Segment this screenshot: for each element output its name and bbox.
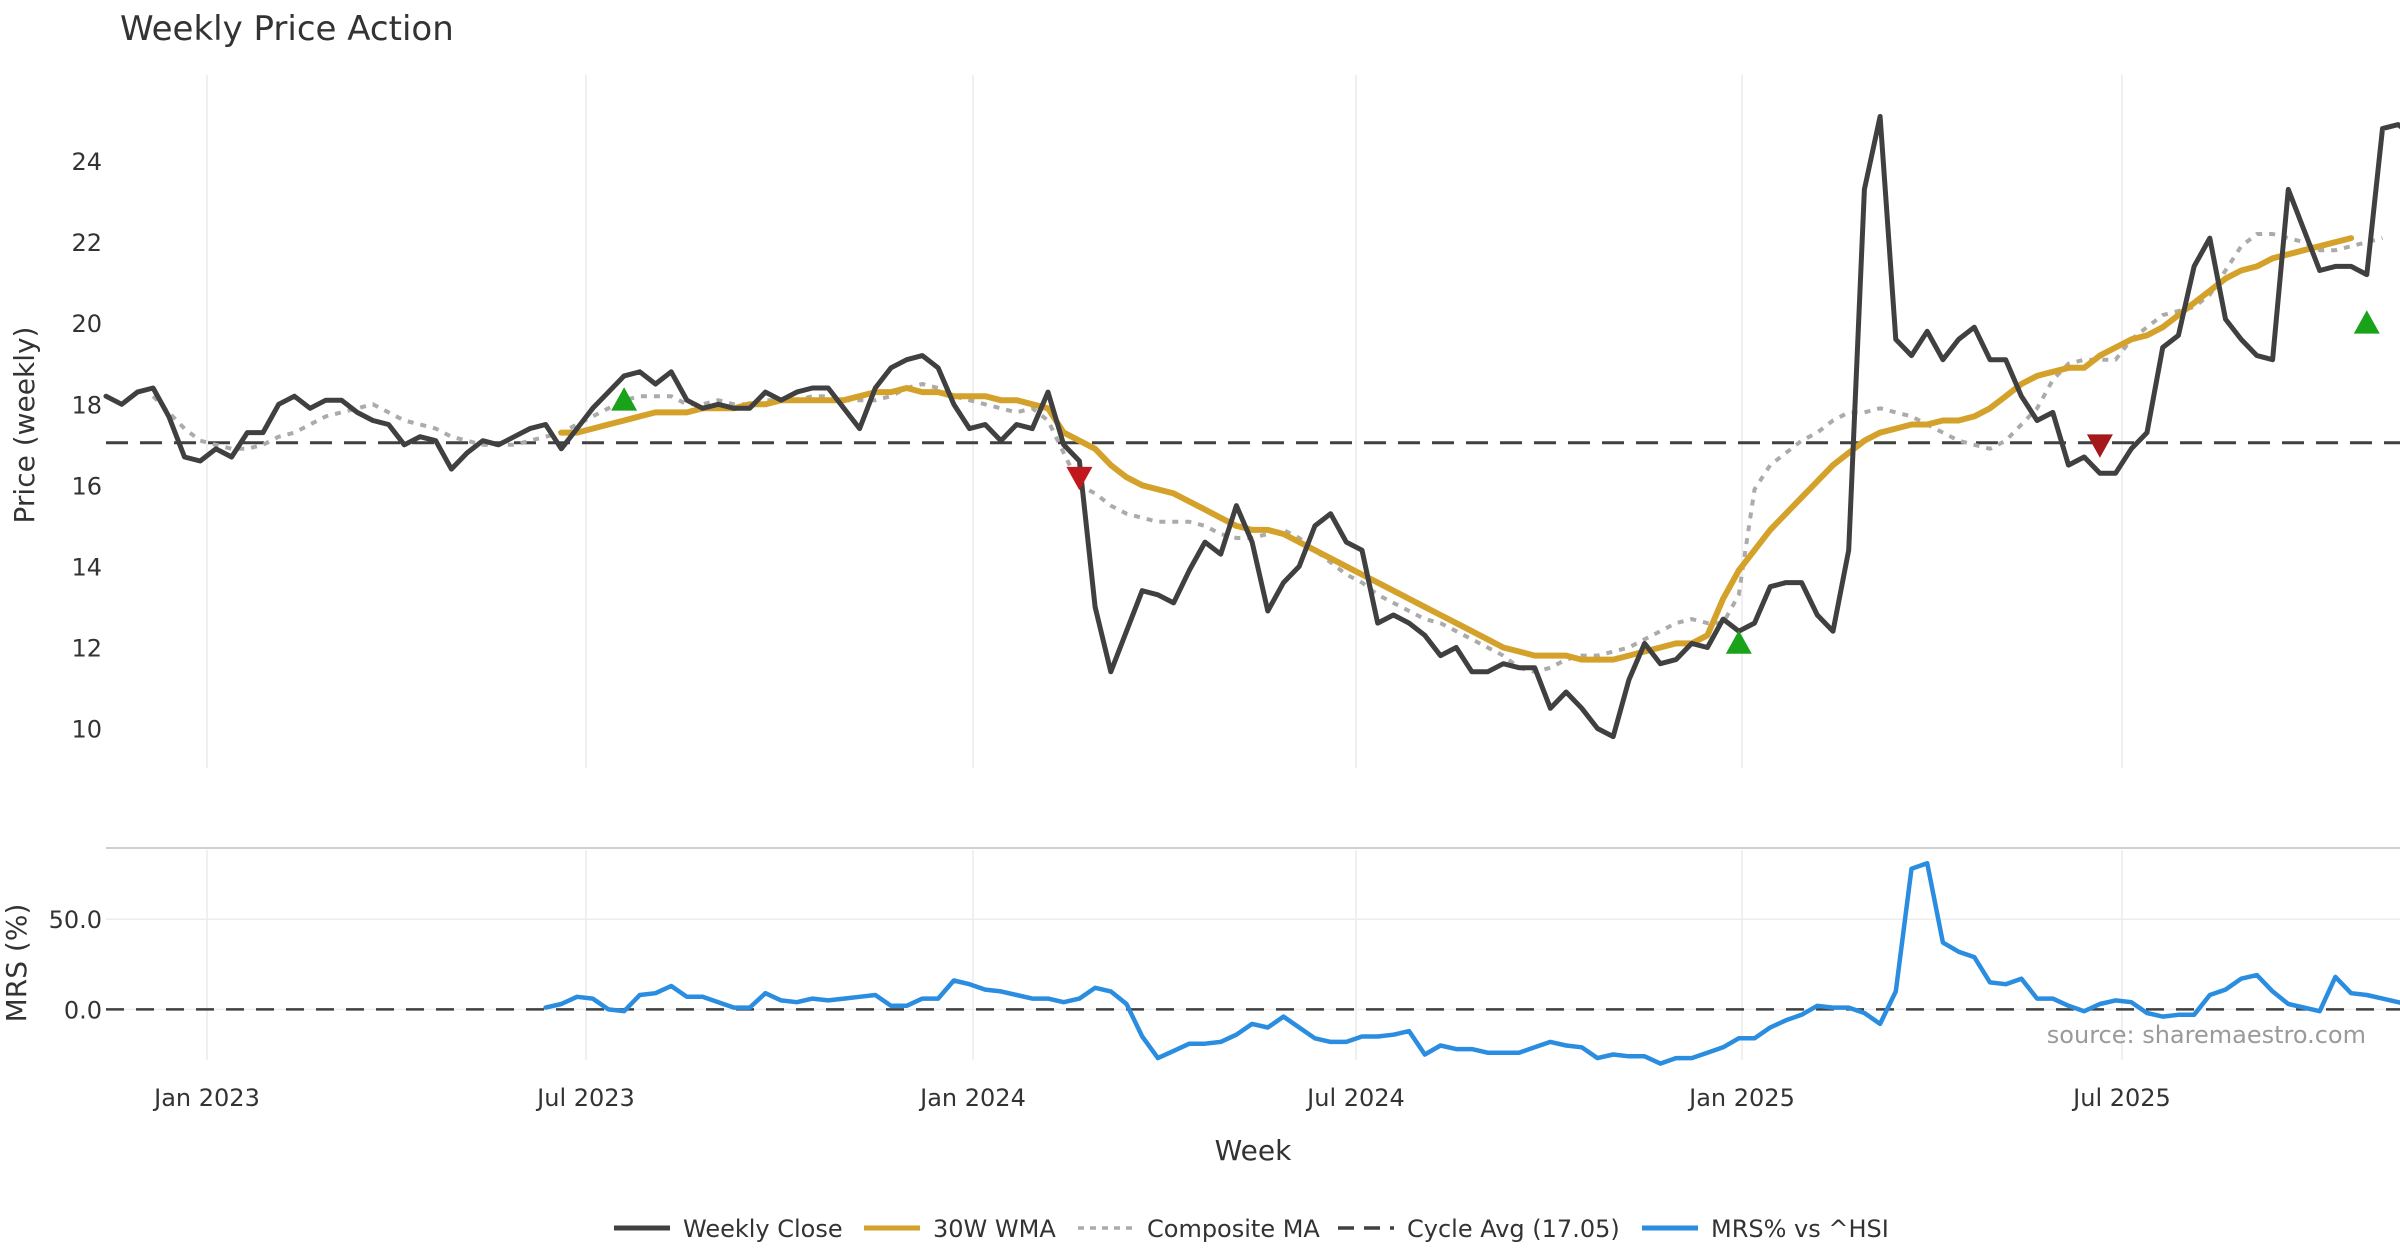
top-y-tick-label: 22 [71, 229, 102, 257]
top-y-tick-label: 24 [71, 148, 102, 176]
top-y-tick-label: 20 [71, 310, 102, 338]
top-y-tick-label: 10 [71, 716, 102, 744]
mrs-line [543, 860, 2400, 1066]
legend-label: Cycle Avg (17.05) [1407, 1215, 1620, 1243]
top-y-tick-label: 16 [71, 472, 102, 500]
x-tick-label: Jan 2024 [918, 1084, 1026, 1112]
bottom-y-tick-label: 50.0 [49, 906, 102, 934]
top-y-tick-label: 14 [71, 553, 102, 581]
buy-signal-marker [1725, 630, 1752, 654]
wma-30w-line [558, 235, 2355, 663]
legend-label: Weekly Close [683, 1215, 843, 1243]
sell-signal-marker [2086, 434, 2113, 458]
legend: Weekly Close 30W WMA Composite MA Cycle Avg… [614, 1215, 1889, 1243]
source-note: source: sharemaestro.com [2047, 1021, 2366, 1049]
legend-label: Composite MA [1147, 1215, 1320, 1243]
x-tick-label: Jul 2024 [1305, 1084, 1405, 1112]
chart-title: Weekly Price Action [120, 9, 454, 49]
top-y-tick-label: 12 [71, 634, 102, 662]
top-panel-series [103, 114, 2400, 740]
sell-signal-marker [1066, 466, 1093, 491]
top-y-axis-label: Price (weekly) [8, 327, 41, 524]
x-axis-ticks: Jan 2023 Jul 2023 Jan 2024 Jul 2024 Jan 2025… [152, 1084, 2171, 1112]
signal-markers [611, 310, 2380, 654]
x-tick-label: Jul 2023 [535, 1084, 635, 1112]
x-tick-label: Jan 2023 [152, 1084, 260, 1112]
bottom-y-axis-label: MRS (%) [0, 904, 33, 1023]
top-y-axis-ticks: 10 12 14 16 18 20 22 24 [71, 148, 102, 743]
buy-signal-marker [2353, 310, 2380, 334]
x-tick-label: Jan 2025 [1687, 1084, 1795, 1112]
weekly-close-line [103, 114, 2400, 740]
composite-ma-line [151, 232, 2383, 674]
top-panel-grid [206, 75, 2123, 768]
buy-signal-marker [611, 387, 638, 411]
bottom-panel-series [543, 860, 2400, 1066]
legend-label: MRS% vs ^HSI [1711, 1215, 1889, 1243]
top-y-tick-label: 18 [71, 391, 102, 419]
bottom-y-tick-label: 0.0 [64, 996, 102, 1024]
legend-label: 30W WMA [933, 1215, 1056, 1243]
x-axis-label: Week [1215, 1134, 1292, 1167]
x-tick-label: Jul 2025 [2071, 1084, 2171, 1112]
bottom-y-axis-ticks: 0.0 50.0 [49, 906, 102, 1024]
